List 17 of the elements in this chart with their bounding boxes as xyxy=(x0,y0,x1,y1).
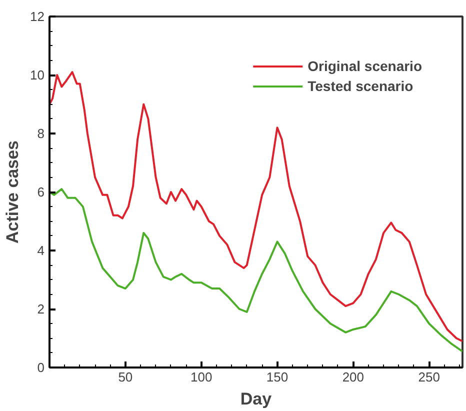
x-tick-label: 200 xyxy=(342,370,364,384)
x-tick-label: 100 xyxy=(190,370,212,384)
y-tick-label: 10 xyxy=(30,68,45,82)
line-series xyxy=(50,188,462,352)
x-tick-label: 250 xyxy=(418,370,440,384)
x-tick-label: 150 xyxy=(266,370,288,384)
y-tick-label: 6 xyxy=(37,184,45,200)
y-axis-title: Active cases xyxy=(3,140,22,244)
legend-label: Original scenario xyxy=(308,58,422,74)
y-tick-label: 4 xyxy=(37,243,45,258)
y-tick-label: 0 xyxy=(37,360,45,375)
y-tick-label: 12 xyxy=(30,9,45,24)
x-tick-label: 50 xyxy=(118,370,133,384)
y-tick-label: 8 xyxy=(37,126,45,141)
legend-label: Tested scenario xyxy=(308,78,414,94)
x-axis-title: Day xyxy=(240,390,272,408)
y-tick-label: 2 xyxy=(37,302,45,316)
